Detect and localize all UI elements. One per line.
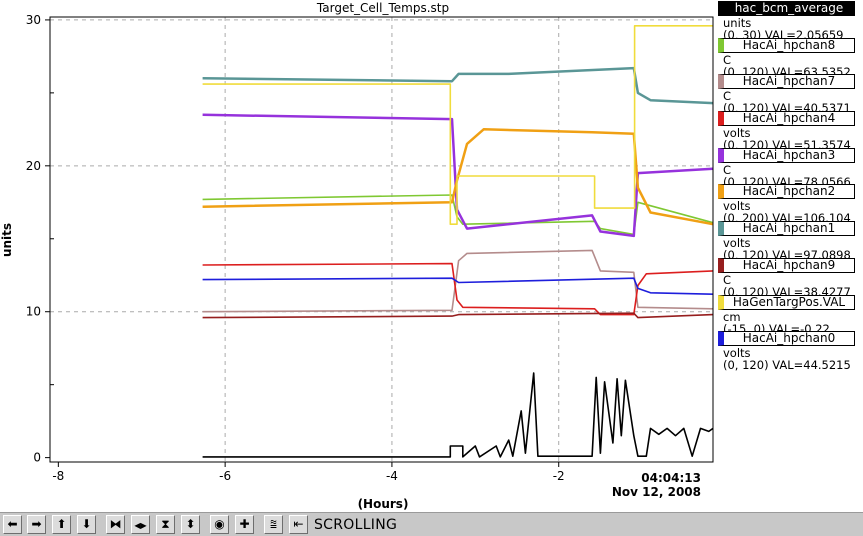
legend-name: HaGenTargPos.VAL — [718, 294, 855, 310]
zoom-out-y-button[interactable]: ⬍ — [181, 515, 200, 534]
scroll-left-button[interactable]: ⬅ — [3, 515, 22, 534]
legend-unit: volts — [723, 199, 751, 214]
legend-range-value: (0, 120) VAL=44.5215 — [723, 358, 851, 373]
legend-name: HacAi_hpchan4 — [718, 111, 855, 127]
legend-name: HacAi_hpchan2 — [718, 184, 855, 200]
series-line-hac-bcm-average — [202, 372, 714, 458]
legend-name: HacAi_hpchan1 — [718, 221, 855, 237]
x-tick-label: -8 — [52, 469, 64, 483]
legend-name: HacAi_hpchan9 — [718, 257, 855, 273]
scroll-down-button[interactable]: ⬇ — [77, 515, 96, 534]
zoom-in-x-button[interactable]: ⧓ — [106, 515, 125, 534]
legend-entry-hacai-hpchan7[interactable]: HacAi_hpchan7 C (0, 120) VAL=40.5371 — [718, 73, 863, 115]
timestamp-label: 04:04:13 — [641, 471, 701, 485]
legend-entry-hacai-hpchan4[interactable]: HacAi_hpchan4 volts (0, 120) VAL=51.3574 — [718, 110, 863, 152]
zoom-out-y-icon: ⬍ — [185, 517, 196, 531]
zoom-in-x-icon: ⧓ — [109, 517, 122, 531]
arrow-left-icon: ⬅ — [7, 517, 18, 531]
series-lines — [202, 24, 714, 458]
legend-entry-hacai-hpchan8[interactable]: HacAi_hpchan8 C (0, 120) VAL=63.5352 — [718, 37, 863, 78]
series-line-hacai-hpchan2 — [202, 128, 714, 226]
legend-unit: units — [723, 16, 752, 30]
x-tick-label: -6 — [219, 469, 231, 483]
zoom-out-x-icon: ◀▶ — [134, 521, 147, 530]
legend-name: HacAi_hpchan0 — [718, 331, 855, 347]
legend-entry-hacai-hpchan0[interactable]: HacAi_hpchan0 volts (0, 120) VAL=44.5215 — [718, 330, 863, 372]
legend-unit: C — [723, 162, 732, 177]
legend-unit: volts — [723, 236, 751, 251]
axis-ticks: -8 -6 -4 -2 0 10 20 30 — [26, 13, 565, 483]
scroll-right-button[interactable]: ➡ — [27, 515, 46, 534]
legend-unit: C — [723, 272, 732, 287]
toolbar: ⬅ ➡ ⬆ ⬇ ⧓ ◀▶ ⧗ ⬍ ◉ ✚ ⩰ ⇤ SCROLLING — [0, 512, 863, 536]
legend-entry-hacai-hpchan9[interactable]: HacAi_hpchan9 C (0, 120) VAL=38.4277 — [718, 257, 863, 298]
plus-icon: ✚ — [239, 517, 250, 531]
back-to-start-button[interactable]: ⇤ — [289, 515, 308, 534]
legend-entry-hacai-hpchan3[interactable]: HacAi_hpchan3 C (0, 120) VAL=78.0566 — [718, 147, 863, 188]
legend-name: HacAi_hpchan7 — [718, 74, 855, 90]
add-trace-button[interactable]: ✚ — [235, 515, 254, 534]
legend-unit: volts — [723, 346, 751, 361]
skip-back-icon: ⇤ — [293, 517, 304, 531]
series-line-hacai-hpchan9 — [202, 312, 714, 319]
x-tick-label: -2 — [553, 469, 565, 483]
arrow-down-icon: ⬇ — [81, 517, 92, 531]
legend-name: HacAi_hpchan8 — [718, 37, 855, 53]
y-tick-label: 20 — [26, 159, 41, 173]
legend-unit: C — [723, 52, 732, 67]
series-line-hacai-hpchan4 — [202, 262, 714, 316]
y-axis-label: units — [0, 223, 14, 257]
legend-entry-hacai-hpchan1[interactable]: HacAi_hpchan1 volts (0, 120) VAL=97.0898 — [718, 220, 863, 262]
x-tick-label: -4 — [386, 469, 398, 483]
y-tick-label: 0 — [33, 451, 41, 465]
legend-entry-hacai-hpchan2[interactable]: HacAi_hpchan2 volts (0, 200) VAL=106.104 — [718, 183, 863, 225]
arrow-up-icon: ⬆ — [56, 517, 67, 531]
legend-name: hac_bcm_average — [718, 1, 855, 16]
grid-wave-icon: ⩰ — [269, 517, 278, 531]
legend: hac_bcm_average units (0, 30) VAL=2.05659 H… — [718, 0, 863, 372]
x-axis-label: (Hours) — [358, 497, 409, 511]
toggle-grid-button[interactable]: ⩰ — [264, 515, 283, 534]
legend-entry-hagentargpos-val[interactable]: HaGenTargPos.VAL cm (-15, 0) VAL=-0.22 — [718, 294, 863, 335]
legend-name: HacAi_hpchan3 — [718, 147, 855, 163]
legend-unit: C — [723, 89, 732, 104]
series-line-hacai-hpchan0 — [202, 277, 714, 295]
series-line-hacai-hpchan3 — [202, 113, 714, 238]
date-label: Nov 12, 2008 — [612, 485, 701, 499]
y-tick-label: 10 — [26, 305, 41, 319]
autoscale-icon: ◉ — [214, 517, 225, 531]
legend-unit: volts — [723, 126, 751, 141]
zoom-in-y-button[interactable]: ⧗ — [156, 515, 175, 534]
scroll-up-button[interactable]: ⬆ — [52, 515, 71, 534]
scrolling-status: SCROLLING — [314, 517, 398, 533]
chart-title: Target_Cell_Temps.stp — [316, 1, 449, 15]
autoscale-button[interactable]: ◉ — [210, 515, 229, 534]
grid-lines — [50, 17, 713, 462]
zoom-out-x-button[interactable]: ◀▶ — [131, 515, 150, 534]
y-tick-label: 30 — [26, 13, 41, 27]
arrow-right-icon: ➡ — [31, 517, 42, 531]
plot-frame — [49, 16, 714, 463]
series-line-hacai-hpchan1 — [202, 66, 714, 105]
legend-unit: cm — [723, 309, 741, 324]
legend-entry-hac-bcm-average[interactable]: hac_bcm_average units (0, 30) VAL=2.05659 — [718, 0, 863, 42]
chart-area[interactable]: Target_Cell_Temps.stp -8 -6 -4 -2 0 10 20 30 un… — [0, 0, 718, 512]
zoom-in-y-icon: ⧗ — [161, 517, 170, 531]
series-line-hagentargpos-val — [202, 24, 713, 225]
